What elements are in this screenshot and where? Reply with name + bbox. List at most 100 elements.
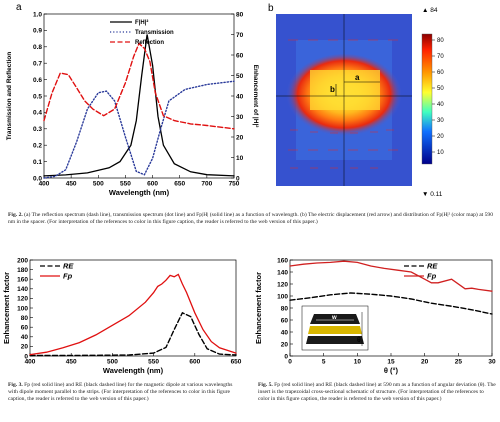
fig5-series-fp <box>289 260 493 292</box>
fig2a-ytick-label: 0.5 <box>33 93 42 100</box>
fig5-ytick-label: 140 <box>277 269 288 276</box>
fig2a-ytick-label: 0.8 <box>33 44 42 51</box>
colorbar-max: ▲ 84 <box>422 7 438 14</box>
inset-theta-label: θ <box>357 337 361 344</box>
fig3-ytick-label: 200 <box>17 257 28 264</box>
inset-trapezoid-top <box>310 314 360 324</box>
fig5-legend-label: RE <box>427 262 438 271</box>
fig2a-y2tick-label: 20 <box>236 134 244 141</box>
fig5-ytick-label: 0 <box>284 353 288 360</box>
fig2a-y2tick-label: 0 <box>236 175 240 182</box>
fig3-ytick-label: 100 <box>17 305 28 312</box>
fig3-ytick-label: 180 <box>17 267 28 274</box>
fig3-ytick-label: 80 <box>21 315 29 322</box>
fig2a-xtick-label: 550 <box>120 181 131 188</box>
inset-spacer <box>308 326 362 334</box>
fig3-xtick-label: 450 <box>66 359 77 366</box>
fig3-legend-label: Fp <box>63 272 73 281</box>
fig2a-y2tick-label: 60 <box>236 52 244 59</box>
figure-5: 0 5 10 15 20 25 30 0 20 40 60 80 100 120 140 160 θ (°) En… <box>254 252 498 385</box>
colorbar-ticks: 80 70 60 50 40 30 20 10 <box>432 38 444 156</box>
fig2a-series-fh <box>43 34 235 177</box>
fig2a-legend-label: F|H|² <box>135 19 148 26</box>
fig3-legend-label: RE <box>63 262 74 271</box>
fig2a-y2tick-label: 30 <box>236 114 244 121</box>
fig2b-colormap: b a b ▲ 84 ▼ 0.11 80 70 60 50 40 30 20 10 <box>268 3 444 198</box>
fig2a-ytick-label: 0.7 <box>33 60 42 67</box>
fig5-caption-label: Fig. 5. <box>258 382 273 388</box>
fig5-ytick-label: 20 <box>281 341 289 348</box>
fig2a-y2tick-label: 40 <box>236 93 244 100</box>
fig2a-ytick-label: 0.1 <box>33 159 42 166</box>
fig3-ytick-label: 0 <box>24 353 28 360</box>
fig2a-series-reflection <box>43 42 235 130</box>
inset-w-label: w <box>331 315 337 321</box>
fig3-ytick-label: 20 <box>21 344 29 351</box>
fig5-ytick-label: 80 <box>281 305 289 312</box>
fig2a-y2-axis-label: Enhancement of |H|² <box>252 65 259 129</box>
fig5-caption: Fig. 5. Fp (red solid line) and RE (blac… <box>258 382 496 404</box>
fig3-x-axis-label: Wavelength (nm) <box>103 366 164 375</box>
fig2a-ytick-label: 0.9 <box>33 28 42 35</box>
fig5-x-axis-label: θ (°) <box>384 366 399 375</box>
fig2a-ytick-label: 0.6 <box>33 77 42 84</box>
fig5-series-re <box>289 292 493 315</box>
fig2a-series-transmission <box>43 80 235 179</box>
inset-trapezoid-bottom <box>306 336 364 344</box>
fig5-caption-text: Fp (red solid line) and RE (black dashed… <box>258 382 496 403</box>
figure-3: 400 450 500 550 600 650 0 20 40 60 80 100 120 140 160 1… <box>2 252 242 385</box>
fig2a-x-axis-label: Wavelength (nm) <box>109 188 170 197</box>
fig2a-ytick-label: 0.0 <box>33 175 42 182</box>
fig2a-legend-label: Reflection <box>135 40 164 46</box>
fig5-chart: 0 5 10 15 20 25 30 0 20 40 60 80 100 120 140 160 θ (°) En… <box>254 257 496 375</box>
fig5-y-axis-label: Enhancement factor <box>254 272 263 344</box>
fig3-ytick-label: 40 <box>21 334 29 341</box>
fig5-ytick-label: 60 <box>281 317 289 324</box>
fig2-caption-label: Fig. 2. <box>8 212 23 218</box>
fig2-caption: Fig. 2. (a) The reflection spectrum (das… <box>8 212 494 226</box>
fig2a-xtick-label: 450 <box>66 181 77 188</box>
colorbar-tick-label: 50 <box>437 86 444 92</box>
fig2a-legend-label: Transmission <box>135 30 174 36</box>
figure-2b: b a b ▲ 84 ▼ 0.11 80 70 60 50 40 30 20 10 <box>268 0 500 205</box>
fig3-y-axis-label: Enhancement factor <box>2 272 11 344</box>
fig3-ytick-label: 160 <box>17 276 28 283</box>
fig3-caption-text: Fp (red solid line) and RE (black dashed… <box>8 382 233 403</box>
fig3-xtick-label: 400 <box>25 359 36 366</box>
fig2a-xtick-label: 600 <box>147 181 158 188</box>
fig2a-ytick-label: 1.0 <box>33 11 42 18</box>
fig5-xtick-label: 15 <box>387 359 395 366</box>
fig3-series-re <box>29 311 237 357</box>
fig5-xtick-label: 5 <box>322 359 326 366</box>
field-core <box>310 70 380 110</box>
label-a: a <box>355 73 360 82</box>
fig3-xtick-label: 650 <box>231 359 242 366</box>
colorbar-tick-label: 10 <box>437 150 444 156</box>
fig2a-y2tick-label: 70 <box>236 32 244 39</box>
fig3-ytick-label: 120 <box>17 296 28 303</box>
panel-b-label: b <box>268 3 274 14</box>
fig3-chart: 400 450 500 550 600 650 0 20 40 60 80 100 120 140 160 1… <box>2 257 242 375</box>
fig2a-y2tick-label: 80 <box>236 11 244 18</box>
colorbar-tick-label: 40 <box>437 102 444 108</box>
fig3-caption: Fig. 3. Fp (red solid line) and RE (blac… <box>8 382 240 404</box>
fig2a-xtick-label: 700 <box>201 181 212 188</box>
fig5-ytick-label: 160 <box>277 257 288 264</box>
fig3-xtick-label: 550 <box>148 359 159 366</box>
colorbar-tick-label: 20 <box>437 134 444 140</box>
colorbar-tick-label: 80 <box>437 38 444 44</box>
field-arrows <box>288 39 398 169</box>
fig5-xtick-label: 20 <box>421 359 429 366</box>
fig3-caption-label: Fig. 3. <box>8 382 23 388</box>
fig3-xtick-label: 500 <box>107 359 118 366</box>
fig5-xtick-label: 25 <box>455 359 463 366</box>
fig3-series-fp <box>29 273 237 356</box>
fig3-ytick-label: 140 <box>17 286 28 293</box>
colorbar <box>421 33 433 165</box>
fig5-ytick-label: 120 <box>277 281 288 288</box>
fig5-legend-label: Fp <box>427 272 437 281</box>
fig5-xtick-label: 30 <box>488 359 496 366</box>
colorbar-tick-label: 70 <box>437 54 444 60</box>
fig5-ytick-label: 40 <box>281 329 289 336</box>
fig2-caption-text: (a) The reflection spectrum (dash line),… <box>8 212 494 226</box>
